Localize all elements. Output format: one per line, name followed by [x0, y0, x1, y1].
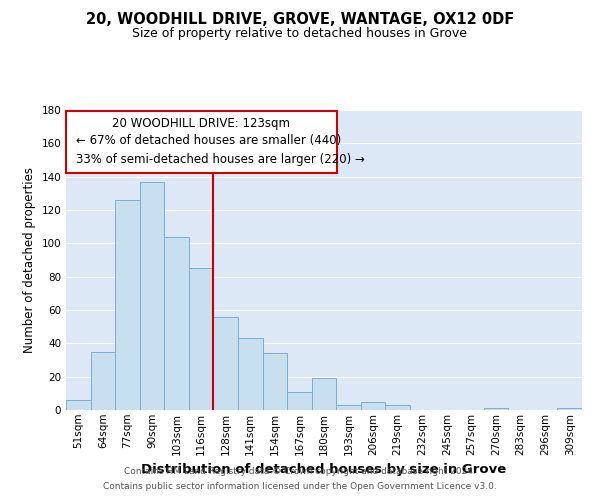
Text: Contains public sector information licensed under the Open Government Licence v3: Contains public sector information licen…: [103, 482, 497, 491]
Bar: [361, 402, 385, 410]
Bar: [263, 354, 287, 410]
Y-axis label: Number of detached properties: Number of detached properties: [23, 167, 36, 353]
Bar: [140, 182, 164, 410]
Bar: [312, 378, 336, 410]
Bar: [385, 405, 410, 410]
Bar: [336, 405, 361, 410]
FancyBboxPatch shape: [66, 112, 337, 173]
Bar: [66, 400, 91, 410]
Bar: [238, 338, 263, 410]
Bar: [214, 316, 238, 410]
Bar: [164, 236, 189, 410]
Bar: [91, 352, 115, 410]
Text: 20 WOODHILL DRIVE: 123sqm: 20 WOODHILL DRIVE: 123sqm: [112, 118, 290, 130]
Text: ← 67% of detached houses are smaller (440): ← 67% of detached houses are smaller (44…: [76, 134, 341, 147]
Text: Contains HM Land Registry data © Crown copyright and database right 2024.: Contains HM Land Registry data © Crown c…: [124, 467, 476, 476]
Bar: [484, 408, 508, 410]
X-axis label: Distribution of detached houses by size in Grove: Distribution of detached houses by size …: [142, 463, 506, 476]
Text: Size of property relative to detached houses in Grove: Size of property relative to detached ho…: [133, 28, 467, 40]
Bar: [115, 200, 140, 410]
Text: 20, WOODHILL DRIVE, GROVE, WANTAGE, OX12 0DF: 20, WOODHILL DRIVE, GROVE, WANTAGE, OX12…: [86, 12, 514, 28]
Bar: [287, 392, 312, 410]
Text: 33% of semi-detached houses are larger (220) →: 33% of semi-detached houses are larger (…: [76, 154, 365, 166]
Bar: [557, 408, 582, 410]
Bar: [189, 268, 214, 410]
